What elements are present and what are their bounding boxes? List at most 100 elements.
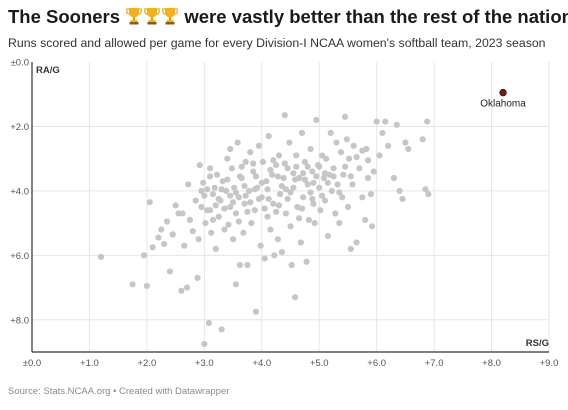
data-point	[336, 189, 343, 196]
data-point	[313, 116, 320, 124]
data-point	[376, 152, 383, 159]
highlight-group: Oklahoma	[480, 88, 526, 110]
data-point	[301, 158, 308, 165]
data-point	[356, 165, 363, 172]
data-point	[264, 213, 271, 220]
data-point	[324, 232, 331, 240]
data-point	[205, 319, 213, 327]
x-tick-label: +8.0	[482, 358, 501, 369]
data-point	[425, 191, 432, 198]
data-point	[232, 210, 240, 217]
data-point	[225, 221, 232, 228]
data-point	[248, 220, 255, 227]
data-point	[201, 340, 208, 348]
data-point	[284, 195, 291, 203]
y-axis-label: RA/G	[36, 65, 60, 76]
data-point	[206, 165, 214, 172]
data-point	[347, 245, 354, 252]
data-point	[234, 139, 241, 146]
data-point	[267, 226, 274, 233]
data-point	[261, 255, 268, 262]
data-point	[422, 186, 429, 193]
x-tick-label: +6.0	[367, 358, 386, 369]
trophy-icon	[126, 7, 143, 25]
data-point	[293, 152, 300, 159]
data-point	[282, 210, 290, 217]
data-point	[336, 220, 343, 227]
data-point	[318, 192, 326, 199]
title-part-2: were vastly better than the rest of the …	[179, 6, 568, 27]
data-point	[192, 197, 199, 204]
data-point	[265, 133, 272, 140]
data-point	[353, 153, 360, 161]
y-tick-label: ±0.0	[11, 58, 29, 69]
data-point	[274, 173, 281, 180]
data-point	[393, 121, 400, 128]
data-point	[236, 261, 244, 269]
data-point	[310, 200, 317, 207]
data-point	[311, 220, 318, 227]
trophy-icon	[144, 7, 161, 25]
data-point	[373, 118, 380, 125]
data-point	[172, 202, 179, 209]
data-point	[244, 261, 251, 269]
data-point	[229, 199, 237, 206]
data-point	[304, 181, 311, 188]
data-point	[252, 308, 260, 315]
data-point	[313, 173, 320, 180]
data-point	[307, 145, 314, 153]
source-note: Source: Stats.NCAA.org • Created with Da…	[8, 386, 230, 397]
data-point	[324, 179, 331, 186]
data-point	[255, 195, 263, 203]
data-point	[317, 207, 324, 214]
data-point	[297, 239, 304, 246]
data-point	[252, 173, 260, 180]
data-point	[303, 258, 310, 265]
x-tick-label: +9.0	[540, 358, 559, 369]
data-point	[158, 226, 165, 233]
data-point	[246, 187, 253, 194]
data-point	[367, 191, 375, 198]
data-point	[277, 191, 284, 198]
x-tick-label: +5.0	[310, 358, 329, 369]
data-point	[293, 163, 300, 170]
data-point	[221, 205, 228, 212]
data-point	[281, 160, 288, 167]
data-point	[291, 176, 299, 183]
highlight-label: Oklahoma	[480, 99, 526, 110]
data-point	[309, 168, 316, 175]
x-tick-label: +2.0	[138, 358, 157, 369]
data-point	[340, 171, 347, 178]
data-point	[328, 187, 335, 194]
data-point	[202, 220, 209, 227]
data-point	[204, 186, 211, 193]
data-point	[298, 205, 306, 212]
x-tick-label: ±0.0	[23, 358, 41, 369]
data-point	[179, 210, 186, 217]
data-point	[227, 145, 234, 153]
data-point	[290, 170, 297, 177]
data-point	[232, 189, 240, 196]
grid-lines	[32, 62, 550, 352]
data-point	[359, 194, 366, 201]
y-tick-label: +6.0	[10, 251, 29, 262]
data-point	[215, 213, 222, 220]
data-point	[178, 287, 185, 294]
data-point	[143, 282, 150, 290]
data-point	[330, 173, 337, 180]
data-point	[200, 179, 207, 186]
data-point	[370, 168, 377, 175]
data-point	[208, 229, 215, 236]
data-point	[385, 142, 392, 149]
data-point	[261, 205, 268, 212]
data-point	[238, 163, 245, 170]
data-point	[281, 112, 288, 119]
data-point	[212, 245, 219, 252]
data-point	[343, 136, 350, 143]
data-point	[240, 229, 247, 236]
data-point	[198, 203, 205, 211]
data-point	[368, 223, 376, 230]
data-point	[247, 149, 254, 156]
data-point	[241, 200, 248, 207]
